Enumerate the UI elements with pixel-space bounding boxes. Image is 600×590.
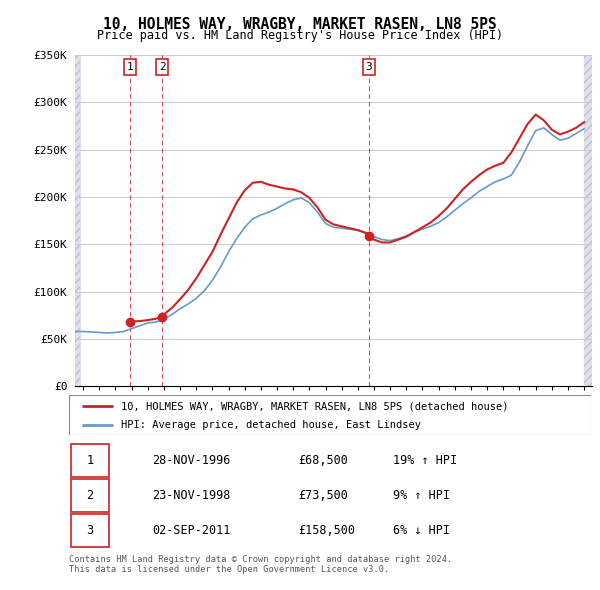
Text: 2: 2 bbox=[86, 489, 94, 502]
Text: £158,500: £158,500 bbox=[299, 524, 356, 537]
Text: 10, HOLMES WAY, WRAGBY, MARKET RASEN, LN8 5PS: 10, HOLMES WAY, WRAGBY, MARKET RASEN, LN… bbox=[103, 17, 497, 31]
Bar bbox=[75, 55, 80, 386]
Text: 28-NOV-1996: 28-NOV-1996 bbox=[152, 454, 231, 467]
Bar bbox=[75, 55, 80, 386]
Text: £68,500: £68,500 bbox=[299, 454, 349, 467]
Text: HPI: Average price, detached house, East Lindsey: HPI: Average price, detached house, East… bbox=[121, 421, 421, 430]
Text: 3: 3 bbox=[86, 524, 94, 537]
FancyBboxPatch shape bbox=[69, 395, 591, 435]
Text: Contains HM Land Registry data © Crown copyright and database right 2024.
This d: Contains HM Land Registry data © Crown c… bbox=[69, 555, 452, 574]
FancyBboxPatch shape bbox=[71, 514, 109, 546]
Bar bbox=[584, 55, 592, 386]
Bar bbox=[584, 55, 592, 386]
Text: 6% ↓ HPI: 6% ↓ HPI bbox=[392, 524, 449, 537]
Text: 19% ↑ HPI: 19% ↑ HPI bbox=[392, 454, 457, 467]
FancyBboxPatch shape bbox=[71, 444, 109, 477]
Text: 02-SEP-2011: 02-SEP-2011 bbox=[152, 524, 231, 537]
Text: 9% ↑ HPI: 9% ↑ HPI bbox=[392, 489, 449, 502]
Text: 1: 1 bbox=[127, 62, 133, 72]
Text: 2: 2 bbox=[159, 62, 166, 72]
Text: 23-NOV-1998: 23-NOV-1998 bbox=[152, 489, 231, 502]
Text: 10, HOLMES WAY, WRAGBY, MARKET RASEN, LN8 5PS (detached house): 10, HOLMES WAY, WRAGBY, MARKET RASEN, LN… bbox=[121, 401, 509, 411]
FancyBboxPatch shape bbox=[71, 479, 109, 512]
Text: Price paid vs. HM Land Registry's House Price Index (HPI): Price paid vs. HM Land Registry's House … bbox=[97, 30, 503, 42]
Text: £73,500: £73,500 bbox=[299, 489, 349, 502]
Text: 1: 1 bbox=[86, 454, 94, 467]
Text: 3: 3 bbox=[365, 62, 372, 72]
